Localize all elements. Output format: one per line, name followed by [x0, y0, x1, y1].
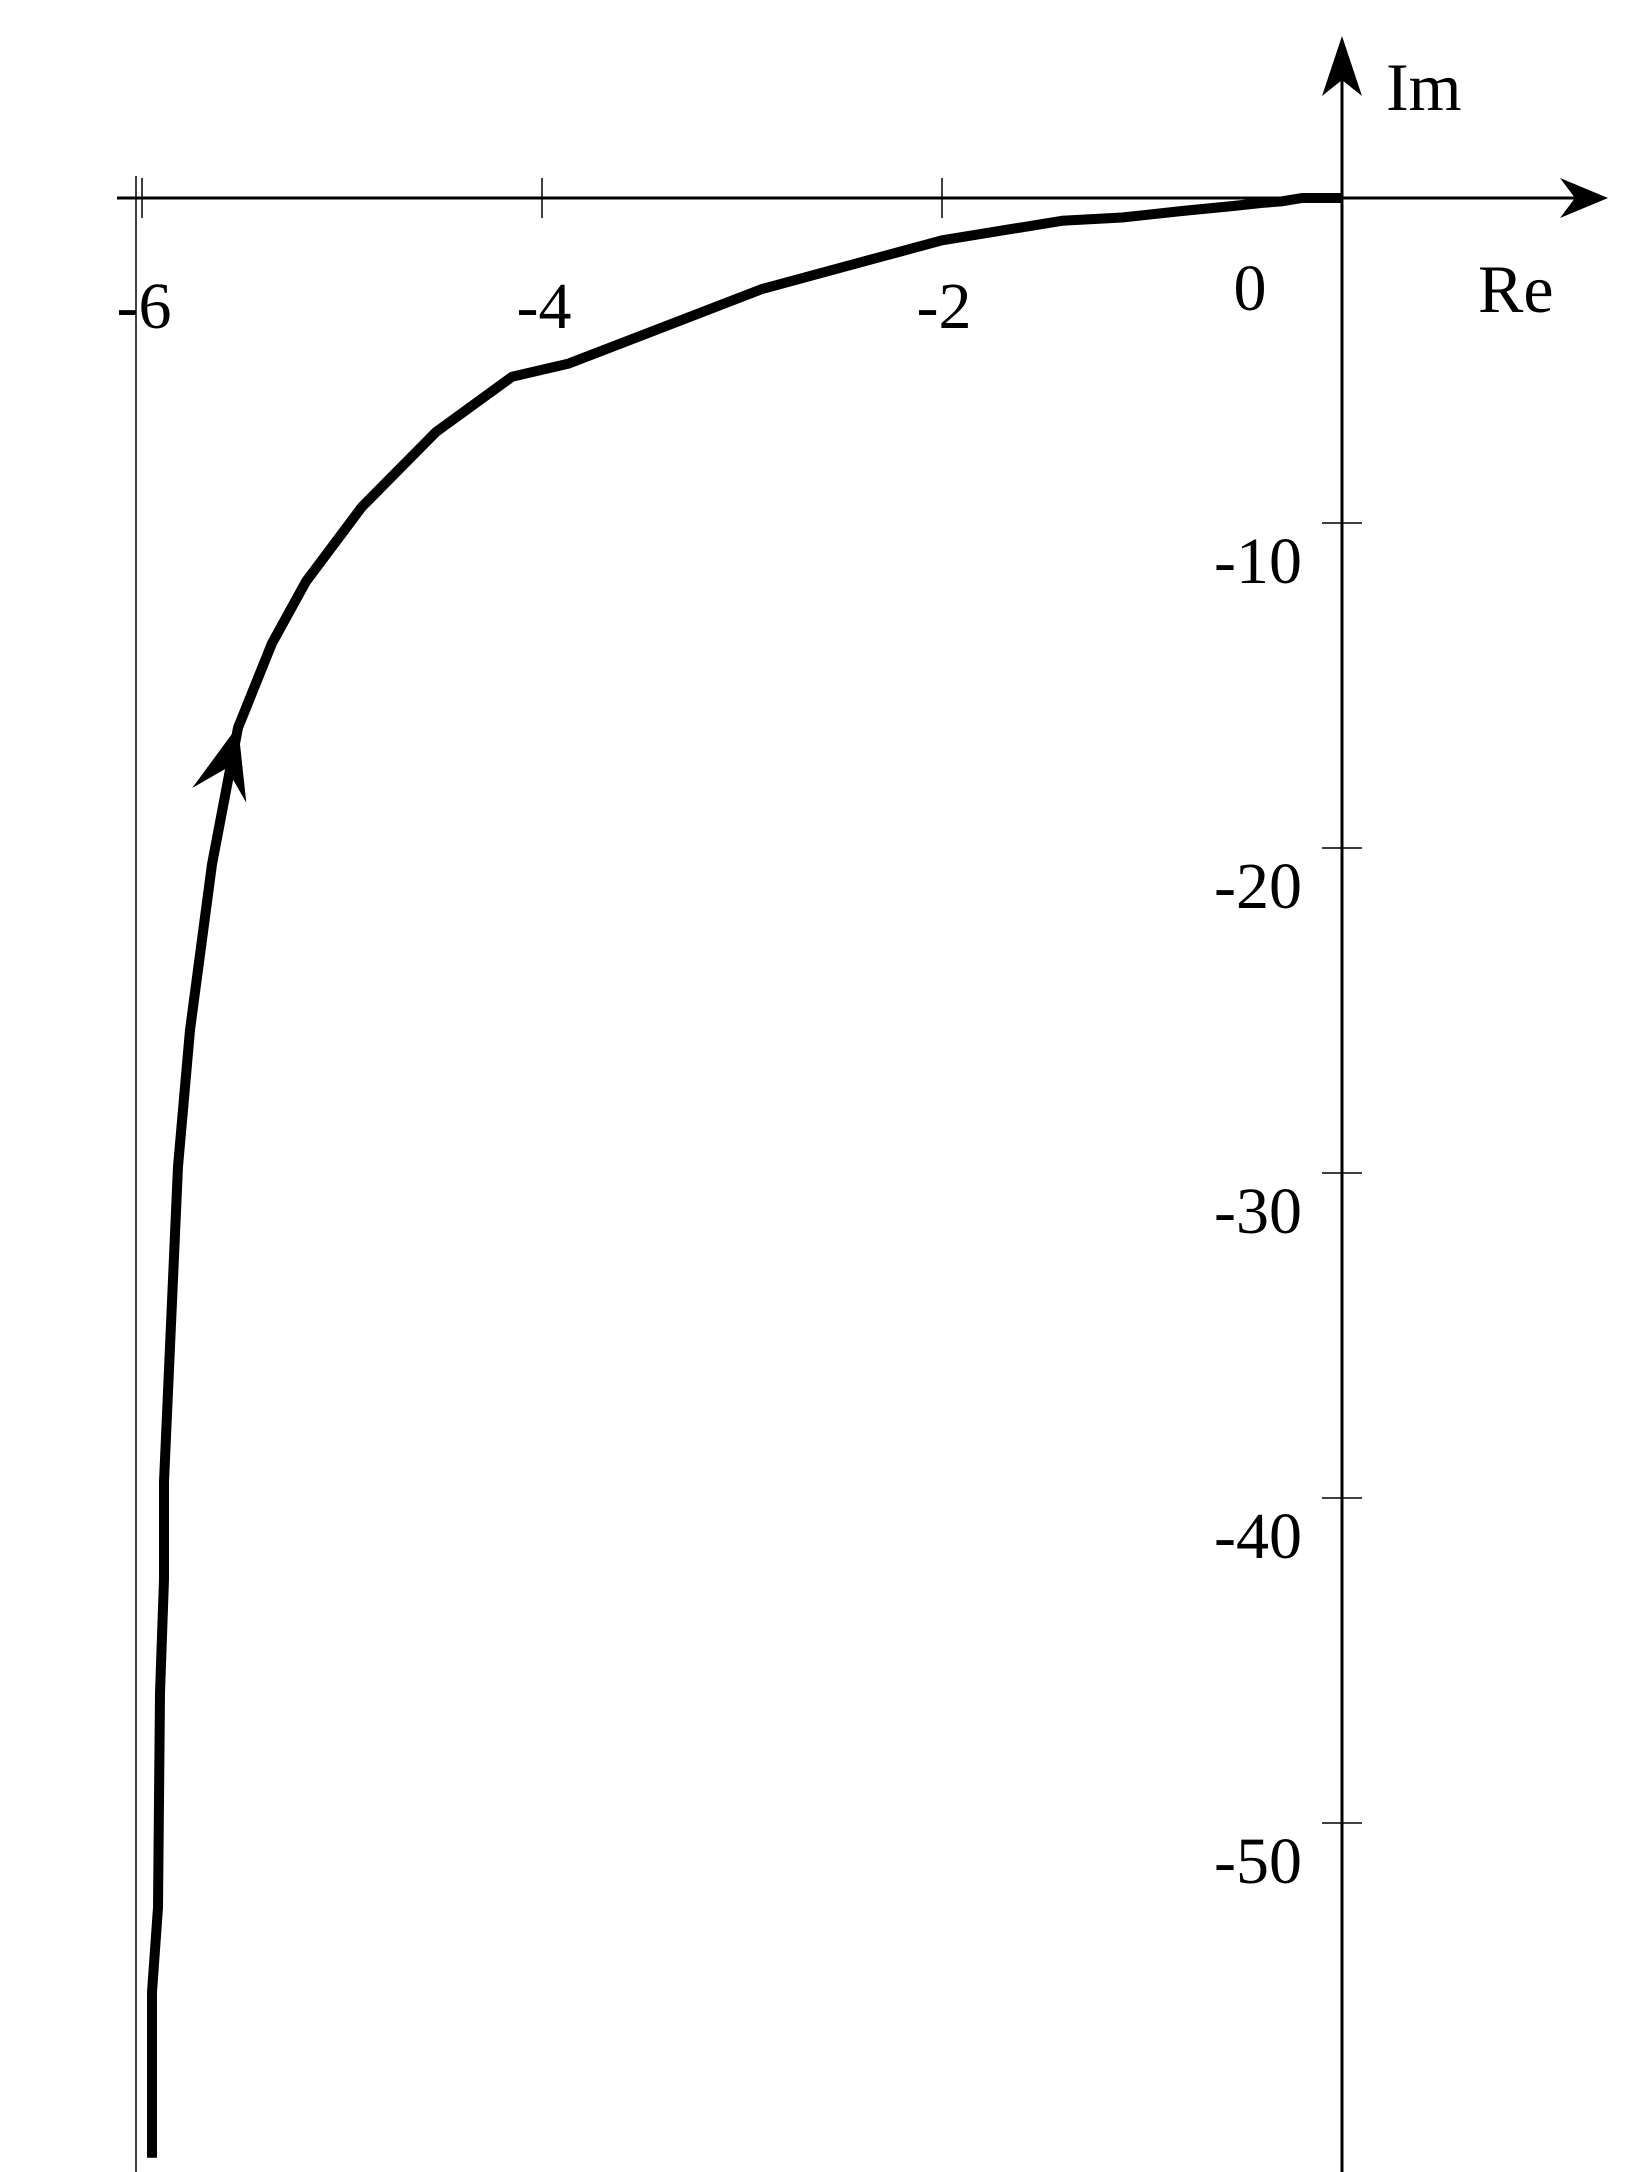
y-tick-label: -30: [1214, 1175, 1302, 1248]
y-tick-label: -10: [1214, 525, 1302, 598]
direction-arrowhead: [192, 725, 247, 803]
y-tick-label: -40: [1214, 1500, 1302, 1573]
y-tick-label: -20: [1214, 850, 1302, 923]
series-curve: [147, 193, 1342, 2158]
x-tick-label: -6: [117, 270, 172, 343]
im-axis-label: Im: [1386, 49, 1462, 125]
re-axis-label: Re: [1478, 251, 1554, 327]
x-tick-label: 0: [1234, 252, 1267, 325]
re-axis-arrowhead: [1560, 178, 1608, 218]
y-ticks: -10 -20 -30 -40 -50: [1214, 522, 1362, 1898]
x-tick-label: -4: [517, 270, 572, 343]
x-ticks: -6 -4 -2 0: [117, 178, 1267, 343]
x-tick-label: -2: [917, 270, 972, 343]
y-tick-label: -50: [1214, 1825, 1302, 1898]
im-axis-arrowhead: [1322, 36, 1362, 96]
